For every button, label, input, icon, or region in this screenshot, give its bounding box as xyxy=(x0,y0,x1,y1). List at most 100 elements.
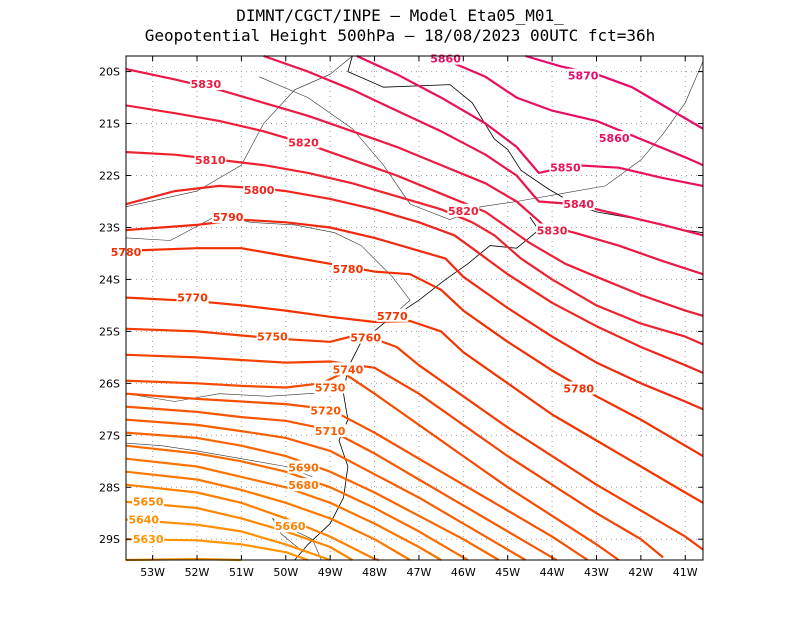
contour-label: 5770 xyxy=(377,310,408,323)
contour-line-5700 xyxy=(125,431,500,561)
contour-label-bg xyxy=(549,160,582,174)
contour-label: 5640 xyxy=(128,513,159,526)
contour-label-bg xyxy=(314,424,347,438)
state-border xyxy=(516,61,704,202)
lon-tick-label: 45W xyxy=(495,566,520,579)
contour-label: 5820 xyxy=(448,205,479,218)
contour-label: 5810 xyxy=(195,154,226,167)
lon-tick-label: 44W xyxy=(540,566,565,579)
lon-tick-label: 42W xyxy=(628,566,653,579)
coastline xyxy=(347,55,704,234)
contour-label-bg xyxy=(562,197,595,211)
contour-label: 5860 xyxy=(430,53,461,66)
lon-tick-label: 47W xyxy=(407,566,432,579)
contour-label-bg xyxy=(331,362,364,376)
contour-label: 5770 xyxy=(177,292,208,305)
lon-tick-label: 43W xyxy=(584,566,609,579)
state-border xyxy=(125,390,344,402)
contour-label-bg xyxy=(287,135,320,149)
map-subtitle: Geopotential Height 500hPa – 18/08/2023 … xyxy=(144,26,656,45)
contour-line-5790 xyxy=(125,218,704,411)
contour-label: 5860 xyxy=(599,132,630,145)
plot-frame xyxy=(125,55,704,561)
contour-label: 5820 xyxy=(288,136,319,149)
contour-label: 5780 xyxy=(333,263,364,276)
map-title: DIMNT/CGCT/INPE – Model Eta05_M01_ xyxy=(236,6,564,25)
contour-line-5650 xyxy=(125,500,353,561)
contour-line-5870 xyxy=(525,54,704,130)
lon-tick-label: 48W xyxy=(362,566,387,579)
contour-label: 5730 xyxy=(315,381,346,394)
contour-line-5680 xyxy=(125,457,442,561)
contour-label-bg xyxy=(562,381,595,395)
contour-label-bg xyxy=(314,380,347,394)
contour-line-5800 xyxy=(125,184,704,374)
lat-tick-label: 23S xyxy=(99,221,120,234)
contour-label: 5760 xyxy=(350,332,381,345)
contour-label: 5660 xyxy=(275,520,306,533)
contour-label-bg xyxy=(536,223,569,237)
contour-label: 5690 xyxy=(288,462,319,475)
contour-label: 5750 xyxy=(257,331,288,344)
contour-label: 5680 xyxy=(288,479,319,492)
contour-label: 5830 xyxy=(191,78,222,91)
contour-label: 5710 xyxy=(315,425,346,438)
lat-tick-label: 24S xyxy=(99,273,120,286)
contour-line-5670 xyxy=(125,470,411,561)
contour-line-5720 xyxy=(125,405,558,561)
contour-label-bg xyxy=(132,532,165,546)
contour-label-bg xyxy=(598,131,631,145)
contour-line-5840 xyxy=(263,54,704,237)
contour-lines xyxy=(125,54,704,562)
lon-tick-label: 51W xyxy=(229,566,254,579)
lat-tick-label: 22S xyxy=(99,170,120,183)
lat-tick-label: 29S xyxy=(99,533,120,546)
lon-tick-label: 49W xyxy=(318,566,343,579)
contour-line-5860 xyxy=(436,54,704,167)
contour-label-bg xyxy=(189,77,222,91)
contour-line-5690 xyxy=(125,444,469,561)
contour-label: 5650 xyxy=(133,495,164,508)
contour-line-5760 xyxy=(125,327,704,551)
lon-tick-label: 53W xyxy=(140,566,165,579)
lat-tick-label: 28S xyxy=(99,481,120,494)
contour-label-bg xyxy=(256,329,289,343)
state-border xyxy=(125,214,411,324)
contour-label: 5840 xyxy=(563,198,594,211)
contour-line-5640 xyxy=(125,518,331,562)
contour-label-bg xyxy=(194,152,227,166)
contour-line-5780 xyxy=(125,247,704,458)
lat-tick-label: 21S xyxy=(99,118,120,131)
contour-label-bg xyxy=(212,210,245,224)
contour-label-bg xyxy=(287,478,320,492)
contour-label-bg xyxy=(349,330,382,344)
contour-line-5740 xyxy=(125,371,620,561)
contour-line-5630 xyxy=(125,538,309,562)
contour-label-bg xyxy=(447,203,480,217)
state-border xyxy=(125,55,353,207)
contour-label: 5850 xyxy=(550,162,581,175)
lon-tick-label: 41W xyxy=(673,566,698,579)
lon-tick-label: 50W xyxy=(273,566,298,579)
contour-label-bg xyxy=(274,519,307,533)
contour-line-5830 xyxy=(125,67,704,276)
coastline xyxy=(294,216,540,561)
contour-label: 5630 xyxy=(133,533,164,546)
contour-line-5820 xyxy=(125,104,704,317)
lon-tick-label: 52W xyxy=(185,566,210,579)
lat-tick-label: 27S xyxy=(99,429,120,442)
contour-label-bg xyxy=(376,308,409,322)
contour-label: 5790 xyxy=(213,211,244,224)
lat-tick-label: 26S xyxy=(99,377,120,390)
contour-label: 5740 xyxy=(333,363,364,376)
contour-line-5710 xyxy=(125,418,527,561)
contour-label-bg xyxy=(567,68,600,82)
lat-tick-label: 20S xyxy=(99,66,120,79)
contour-label: 5870 xyxy=(568,70,599,83)
contour-line-5750 xyxy=(125,353,664,559)
contour-line-5770 xyxy=(125,296,704,504)
contour-label-bg xyxy=(309,403,342,417)
contour-line-5850 xyxy=(356,54,704,187)
contour-label: 5830 xyxy=(537,225,568,238)
